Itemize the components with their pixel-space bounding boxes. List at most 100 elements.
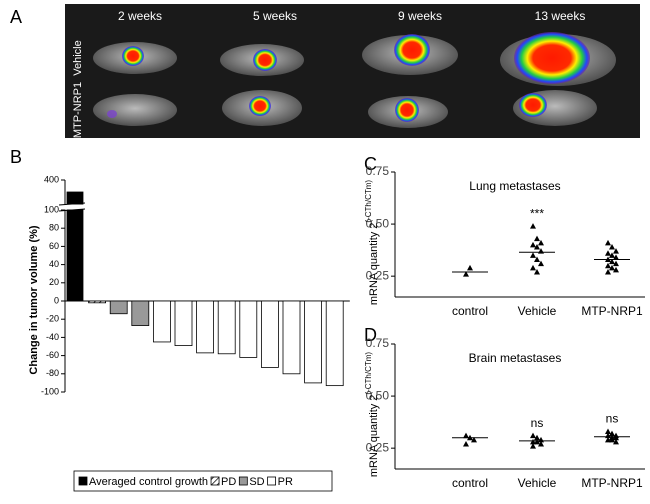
y-tick-label: 80 (49, 223, 59, 233)
axis-break (59, 204, 85, 210)
significance-label: ns (606, 412, 619, 426)
legend-swatch (267, 476, 277, 486)
data-point (534, 438, 540, 445)
panel-label: A (10, 7, 22, 27)
y-tick-label: -20 (46, 314, 59, 324)
row-label: Vehicle (72, 40, 84, 75)
x-tick-label: MTP-NRP1 (581, 476, 643, 490)
y-tick-label: -40 (46, 332, 59, 342)
panel-label: D (364, 325, 377, 345)
bar (217, 300, 236, 355)
legend-swatch (210, 476, 220, 486)
y-axis-title-sup: (-CTh/CTm) (364, 180, 373, 223)
data-point (530, 241, 536, 248)
data-point (534, 434, 540, 441)
y-tick-label: 400 (44, 174, 59, 184)
data-point (605, 269, 611, 275)
significance-label: *** (530, 206, 544, 220)
bar (325, 300, 344, 387)
column-label: 9 weeks (398, 9, 442, 23)
data-point (530, 223, 536, 229)
data-point (609, 252, 615, 258)
plot-title: Lung metastases (469, 179, 560, 193)
data-point (605, 250, 611, 256)
data-point (609, 430, 615, 437)
axis-break (58, 202, 86, 206)
legend-label: PD (221, 476, 236, 488)
bar (174, 300, 193, 346)
data-point (467, 434, 473, 441)
data-point (538, 436, 544, 443)
legend-label: PR (278, 476, 293, 488)
column-label: 2 weeks (118, 9, 162, 23)
data-point (467, 264, 473, 271)
significance-label: ns (531, 416, 544, 430)
x-tick-label: Vehicle (518, 304, 557, 318)
y-tick-label: 40 (49, 259, 59, 269)
data-point (530, 252, 536, 258)
data-point (609, 244, 615, 250)
data-point (463, 432, 469, 439)
bar (131, 300, 150, 326)
y-axis-title-sup: (-CTh/CTm) (364, 352, 373, 395)
data-point (609, 258, 615, 265)
x-tick-label: control (452, 304, 488, 318)
panel-label: B (10, 147, 22, 167)
y-tick-label: 0.25 (366, 440, 390, 454)
data-point (534, 235, 540, 242)
plot-title: Brain metastases (469, 351, 562, 365)
y-axis-title: mRNA quantity 2(-CTh/CTm) (364, 180, 380, 306)
legend-label: SD (249, 476, 264, 488)
y-axis-title-main: mRNA quantity 2 (368, 395, 380, 478)
data-point (605, 432, 611, 439)
bar (260, 300, 279, 368)
data-point (534, 244, 540, 250)
data-point (530, 443, 536, 449)
bar (282, 300, 301, 375)
data-point (530, 438, 536, 445)
y-tick-label: -60 (46, 350, 59, 360)
data-point (613, 434, 619, 441)
data-point (605, 256, 611, 262)
y-axis-title: mRNA quantity 2(-CTh/CTm) (364, 352, 380, 478)
data-point (609, 264, 615, 271)
data-point (605, 428, 611, 434)
data-point (613, 254, 619, 260)
data-point (538, 239, 544, 246)
bar (304, 300, 323, 384)
data-point (613, 248, 619, 254)
x-tick-label: control (452, 476, 488, 490)
y-tick-label: 0 (54, 295, 59, 305)
data-point (530, 264, 536, 271)
data-point (463, 441, 469, 447)
data-point (605, 436, 611, 443)
data-point (613, 266, 619, 273)
y-tick-label: -80 (46, 368, 59, 378)
data-point (530, 432, 536, 439)
column-label: 13 weeks (535, 9, 586, 23)
x-tick-label: Vehicle (518, 476, 557, 490)
data-point (534, 256, 540, 262)
data-point (538, 441, 544, 447)
legend-frame (73, 470, 333, 492)
bar (88, 300, 106, 304)
bar (196, 300, 215, 354)
y-tick-label: 0.50 (366, 216, 390, 230)
data-point (538, 260, 544, 267)
data-point (463, 271, 469, 277)
bar (152, 300, 171, 343)
y-tick-label: 20 (49, 277, 59, 287)
bar (109, 300, 128, 315)
y-tick-label: 0.25 (366, 268, 390, 282)
imaging-panel (65, 4, 640, 138)
y-axis-title-main: mRNA quantity 2 (368, 223, 380, 306)
x-tick-label: MTP-NRP1 (581, 304, 643, 318)
column-label: 5 weeks (253, 9, 297, 23)
data-point (538, 248, 544, 254)
data-point (471, 436, 477, 443)
y-tick-label: 100 (44, 204, 59, 214)
data-point (613, 438, 619, 445)
y-tick-label: 0.75 (366, 164, 390, 178)
data-point (534, 269, 540, 275)
